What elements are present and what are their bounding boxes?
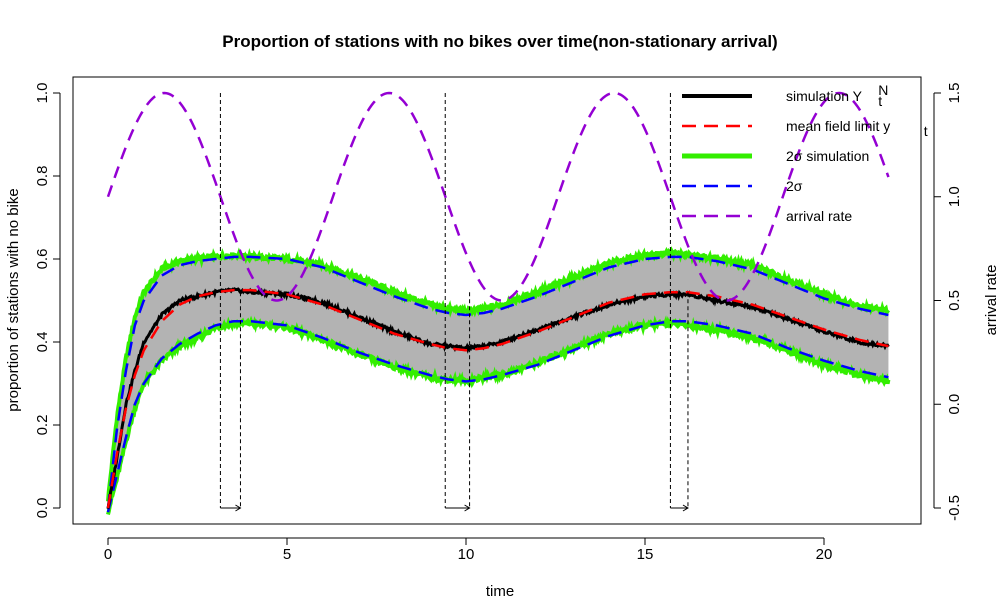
legend: simulation Y Nt mean field limit y t 2σ simu… [682, 82, 928, 224]
legend-label: 2σ [786, 178, 803, 194]
legend-label: 2σ simulation [786, 148, 869, 164]
lag-arrow-head [464, 504, 471, 512]
y-tick-label: 0.8 [34, 166, 51, 187]
y-tick-label: 1.0 [34, 83, 51, 104]
y2-tick-label: 0.0 [946, 394, 963, 415]
x-tick-label: 0 [104, 546, 112, 563]
chart-title: Proportion of stations with no bikes ove… [222, 32, 777, 51]
x-axis: 0 5 10 15 20 [104, 537, 833, 563]
plot-frame [72, 76, 922, 525]
legend-label: mean field limit y [786, 118, 890, 134]
y2-tick-label: 1.0 [946, 186, 963, 207]
y-axis-label: proportion of stations with no bike [5, 188, 22, 411]
legend-label: arrival rate [786, 208, 852, 224]
y-tick-label: 0.0 [34, 498, 51, 519]
legend-subscript: t [878, 93, 882, 109]
y2-tick-label: 1.5 [946, 83, 963, 104]
lag-arrow-head [682, 504, 689, 512]
x-tick-label: 15 [637, 546, 654, 563]
y2-tick-label: 0.5 [946, 290, 963, 311]
mean-field-line [106, 288, 889, 509]
x-tick-label: 10 [458, 546, 475, 563]
theory-2sigma-upper-line [106, 255, 889, 509]
y2-axis: -0.5 0.0 0.5 1.0 1.5 [933, 83, 963, 521]
lag-arrow-head [235, 504, 242, 512]
y-tick-label: 0.4 [34, 332, 51, 353]
x-tick-label: 20 [816, 546, 833, 563]
legend-subscript: t [924, 123, 928, 139]
legend-superscript: N [878, 82, 888, 98]
theory-2sigma-lower-line [106, 320, 889, 513]
y2-axis-label: arrival rate [983, 265, 1000, 336]
legend-label: simulation Y [786, 88, 863, 104]
y-tick-label: 0.2 [34, 415, 51, 436]
y-axis: 0.0 0.2 0.4 0.6 0.8 1.0 [34, 83, 61, 519]
x-axis-label: time [486, 583, 514, 600]
y-tick-label: 0.6 [34, 249, 51, 270]
arrival-rate-line [106, 91, 890, 302]
simulation-path-line [106, 287, 890, 510]
x-tick-label: 5 [283, 546, 291, 563]
y2-tick-label: -0.5 [946, 495, 963, 521]
plot-area [106, 91, 891, 515]
